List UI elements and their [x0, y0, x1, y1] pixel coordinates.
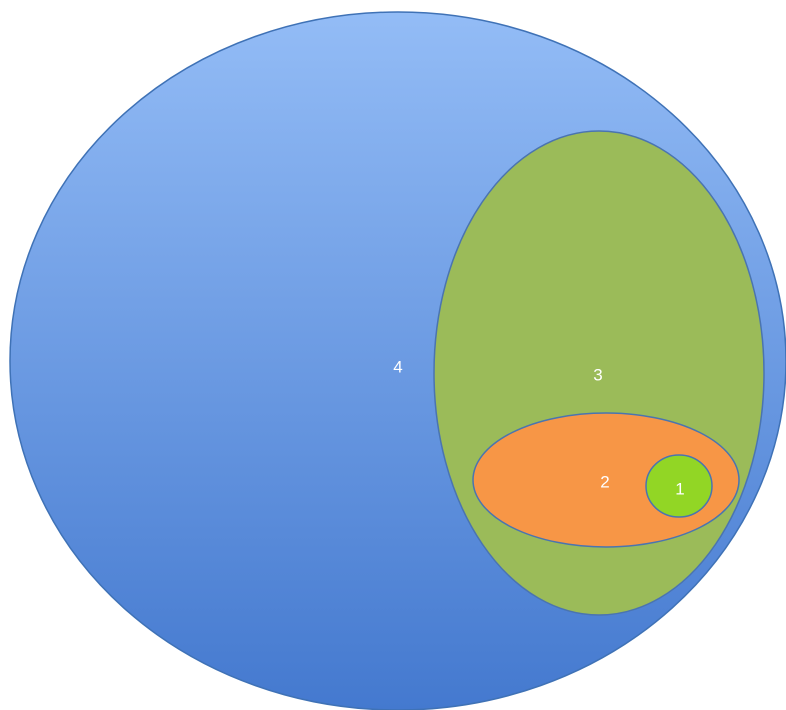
set-4-label: 4 [393, 357, 402, 376]
set-3-label: 3 [593, 365, 602, 384]
set-2-label: 2 [600, 472, 609, 491]
set-1-group: 1 [645, 454, 713, 518]
set-1-label: 1 [675, 479, 684, 498]
set-1-ellipse [645, 454, 713, 518]
